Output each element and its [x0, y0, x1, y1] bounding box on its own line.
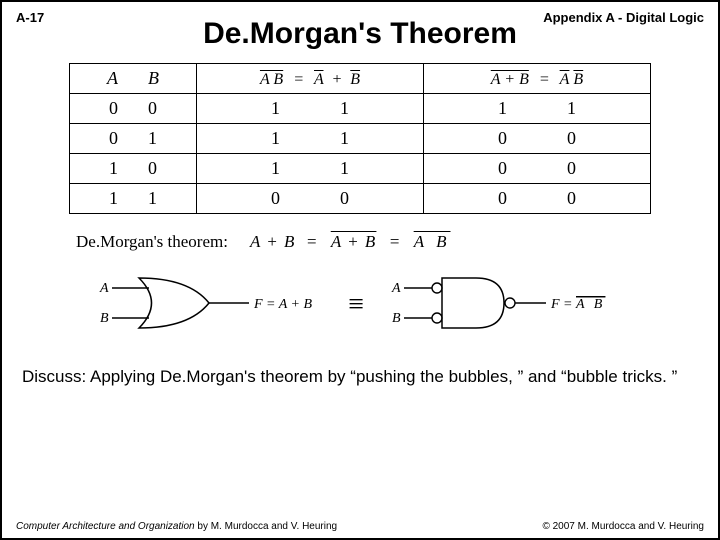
svg-text:B: B	[392, 311, 401, 326]
svg-text:F = A + B: F = A + B	[253, 297, 312, 312]
table-row: 011100	[70, 124, 651, 154]
footer-copyright: © 2007 M. Murdocca and V. Heuring	[542, 521, 704, 532]
svg-text:B: B	[100, 311, 109, 326]
th-expr2-left: A + B	[491, 71, 529, 89]
th-expr2-rA: A	[560, 71, 570, 88]
theorem-equation: De.Morgan's theorem: A + B = A + B = A B	[76, 232, 704, 252]
equivalence-icon: ≡	[348, 289, 362, 321]
page-number: A-17	[16, 10, 44, 25]
table-row: 101100	[70, 154, 651, 184]
th-expr1-rB: B	[350, 71, 360, 88]
th-B: B	[148, 68, 159, 89]
table-row: 001111	[70, 94, 651, 124]
svg-text:A: A	[99, 281, 109, 296]
th-expr2-rB: B	[573, 71, 583, 88]
svg-text:A: A	[391, 281, 401, 296]
footer-book: Computer Architecture and Organization b…	[16, 521, 337, 532]
svg-text:F = A B: F = A B	[550, 297, 605, 312]
discussion-text: Discuss: Applying De.Morgan's theorem by…	[16, 366, 704, 387]
equals-icon: =	[539, 71, 550, 89]
equals-icon: =	[293, 71, 304, 89]
truth-table: A B A B = A + B	[69, 63, 651, 214]
table-row: 110000	[70, 184, 651, 214]
or-gate-diagram: A B F = A + B	[94, 270, 324, 340]
th-A: A	[107, 68, 118, 89]
nand-gate-diagram: A B F = A B	[386, 270, 626, 340]
th-expr1-rA: A	[314, 71, 323, 88]
gate-diagram-row: A B F = A + B ≡ A B F = A B	[16, 270, 704, 340]
th-expr1-left: A B	[260, 71, 283, 89]
section-label: Appendix A - Digital Logic	[543, 10, 704, 25]
